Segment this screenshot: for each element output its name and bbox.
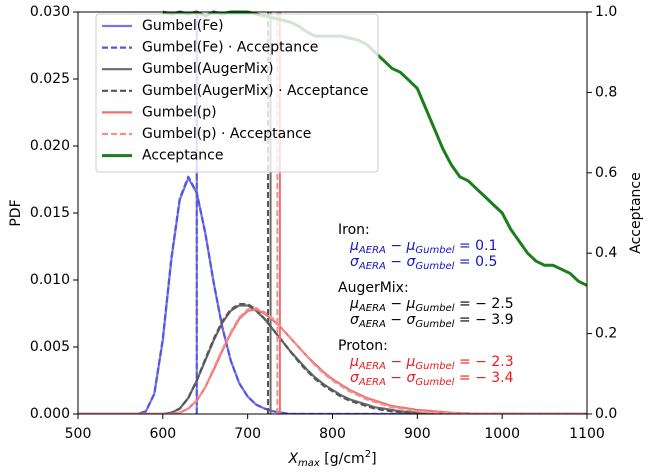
annotation-title: Iron:: [338, 222, 370, 238]
annotation-part: − μ: [386, 238, 416, 254]
x-axis-label: Xmax [g/cm2]: [287, 449, 376, 469]
legend-label: Gumbel(Fe): [142, 18, 224, 34]
x-tick-label: 600: [149, 426, 176, 442]
x-tick-label: 1100: [569, 426, 605, 442]
annotation-part: = 0.1: [455, 238, 498, 254]
annotation-part: − μ: [386, 354, 416, 370]
legend-frame: [95, 13, 379, 173]
series-line: [78, 304, 587, 414]
annotation-part: μ: [349, 354, 359, 370]
annotation-part: AERA: [358, 377, 386, 388]
y-tick-label: 0.030: [30, 4, 70, 20]
annotation-part: Gumbel: [415, 245, 454, 256]
y-tick-label: 0.010: [30, 272, 70, 288]
y-tick-label: 0.000: [30, 406, 70, 422]
x-axis-label-part: [g/cm: [320, 451, 365, 467]
x-axis-label-part: ]: [371, 451, 376, 467]
x-tick-label: 900: [404, 426, 431, 442]
annotation-part: Gumbel: [415, 303, 454, 314]
annotation-part: μ: [349, 238, 359, 254]
x-axis-label-part: X: [287, 451, 298, 467]
y-tick-label: 0.005: [30, 339, 70, 355]
annotation-part: AERA: [358, 319, 386, 330]
annotation-part: − σ: [386, 312, 417, 328]
annotation-part: AERA: [358, 303, 386, 314]
annotation-part: AERA: [358, 261, 386, 272]
annotation-part: Gumbel: [415, 319, 454, 330]
x-tick-label: 500: [65, 426, 92, 442]
legend-label: Gumbel(p): [142, 104, 217, 120]
y2-tick-label: 0.4: [595, 245, 617, 261]
annotation-part: = − 2.5: [455, 296, 514, 312]
annotation-title: AugerMix:: [338, 280, 409, 296]
annotation-part: AERA: [358, 245, 386, 256]
annotation-part: = 0.5: [454, 254, 497, 270]
plot-frame: [77, 11, 588, 415]
annotation-part: − σ: [386, 370, 417, 386]
x-tick-label: 1000: [484, 426, 520, 442]
annotation-part: = − 2.3: [455, 354, 514, 370]
y-tick-label: 0.020: [30, 138, 70, 154]
y-tick-label: 0.015: [30, 205, 70, 221]
legend-label: Acceptance: [142, 148, 223, 164]
y2-tick-label: 0.0: [595, 406, 617, 422]
series-line: [78, 308, 587, 414]
x-axis-label-part: max: [298, 458, 320, 469]
annotation-part: σ: [350, 370, 360, 386]
series-line: [78, 307, 587, 414]
y2-tick-label: 0.2: [595, 326, 617, 342]
annotation-line: μAERA − μGumbel = 0.1: [349, 238, 497, 256]
x-axis-label-part: 2: [365, 449, 371, 460]
annotation-line: μAERA − μGumbel = − 2.5: [349, 296, 514, 314]
annotation-part: μ: [349, 296, 359, 312]
y-tick-label: 0.025: [30, 71, 70, 87]
legend-label: Gumbel(AugerMix) · Acceptance: [142, 83, 368, 99]
series-line: [78, 303, 587, 414]
x-tick-label: 700: [234, 426, 261, 442]
y2-tick-label: 1.0: [595, 4, 617, 20]
annotation-part: − μ: [386, 296, 416, 312]
annotation-part: Gumbel: [415, 361, 454, 372]
series-line: [78, 177, 587, 414]
y2-tick-label: 0.6: [595, 165, 617, 181]
annotation-line: σAERA − σGumbel = 0.5: [350, 254, 497, 272]
annotation-part: AERA: [358, 361, 386, 372]
annotation-part: Gumbel: [415, 377, 454, 388]
legend-label: Gumbel(AugerMix): [142, 61, 274, 77]
annotation-part: σ: [350, 254, 360, 270]
y-axis-label: PDF: [8, 199, 24, 226]
x-tick-label: 800: [319, 426, 346, 442]
annotation-line: μAERA − μGumbel = − 2.3: [349, 354, 514, 372]
annotation-part: σ: [350, 312, 360, 328]
annotation-title: Proton:: [338, 338, 388, 354]
annotation-part: = − 3.4: [454, 370, 513, 386]
annotation-line: σAERA − σGumbel = − 3.4: [350, 370, 514, 388]
annotation-part: = − 3.9: [454, 312, 513, 328]
annotation-part: − σ: [386, 254, 417, 270]
legend-label: Gumbel(p) · Acceptance: [142, 126, 311, 142]
y2-axis-label: Acceptance: [628, 172, 644, 253]
annotation-part: Gumbel: [415, 261, 454, 272]
legend-label: Gumbel(Fe) · Acceptance: [142, 40, 318, 56]
y2-tick-label: 0.8: [595, 84, 617, 100]
annotation-line: σAERA − σGumbel = − 3.9: [350, 312, 514, 330]
